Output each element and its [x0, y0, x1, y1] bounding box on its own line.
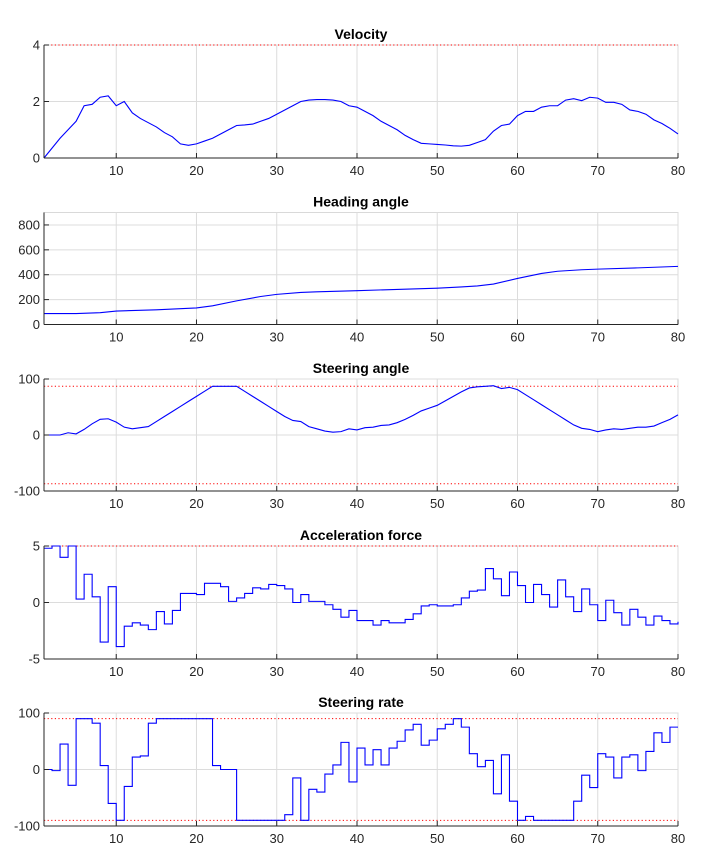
x-tick-label: 30 — [269, 496, 283, 511]
x-tick-label: 50 — [430, 664, 444, 679]
subplot-title: Acceleration force — [300, 527, 422, 543]
y-tick-label: -5 — [28, 652, 40, 667]
x-tick-label: 80 — [671, 163, 685, 178]
x-tick-label: 60 — [510, 330, 524, 345]
y-tick-label: 0 — [33, 317, 40, 332]
x-tick-label: 70 — [591, 496, 605, 511]
subplot-velocity: 10 20 30 40 50 60 70 80 0 2 4 Velocity — [33, 26, 685, 178]
y-tick-label: 100 — [18, 372, 40, 387]
series-line — [44, 545, 679, 648]
x-tick-label: 40 — [350, 831, 364, 846]
x-tick-label: 30 — [269, 330, 283, 345]
subplot-title: Steering rate — [318, 694, 404, 710]
x-tick-label: 20 — [189, 330, 203, 345]
x-tick-label: 20 — [189, 163, 203, 178]
x-tick-label: 60 — [510, 664, 524, 679]
subplot-title: Heading angle — [313, 194, 409, 210]
y-tick-label: 0 — [33, 428, 40, 443]
y-tick-label: 200 — [18, 292, 40, 307]
x-tick-label: 70 — [591, 831, 605, 846]
subplot-title: Steering angle — [313, 360, 410, 376]
subplot-steering-rate: 10 20 30 40 50 60 70 80 -100 0 100 Steering rate — [14, 694, 685, 846]
y-tick-label: 100 — [18, 706, 40, 721]
y-tick-label: 2 — [33, 94, 40, 109]
x-tick-label: 40 — [350, 330, 364, 345]
plot-area — [43, 212, 679, 325]
y-tick-label: 0 — [33, 762, 40, 777]
subplot-title: Velocity — [335, 26, 388, 42]
x-tick-label: 60 — [510, 163, 524, 178]
y-tick-label: 400 — [18, 267, 40, 282]
x-tick-label: 50 — [430, 496, 444, 511]
x-tick-label: 30 — [269, 163, 283, 178]
y-tick-label: 0 — [33, 151, 40, 166]
subplot-acceleration-force: 10 20 30 40 50 60 70 80 -5 0 5 Acceleration force — [28, 527, 685, 679]
x-tick-label: 40 — [350, 496, 364, 511]
x-tick-label: 50 — [430, 831, 444, 846]
y-tick-label: 0 — [33, 595, 40, 610]
x-tick-label: 60 — [510, 831, 524, 846]
x-tick-label: 70 — [591, 330, 605, 345]
x-tick-label: 80 — [671, 831, 685, 846]
x-tick-label: 50 — [430, 330, 444, 345]
x-tick-label: 80 — [671, 330, 685, 345]
y-tick-label: 600 — [18, 242, 40, 257]
series-line — [44, 385, 679, 436]
x-tick-label: 10 — [109, 831, 123, 846]
series-line — [44, 718, 678, 821]
y-tick-label: 800 — [18, 217, 40, 232]
x-tick-label: 40 — [350, 664, 364, 679]
x-tick-label: 70 — [591, 163, 605, 178]
x-tick-label: 20 — [189, 496, 203, 511]
x-tick-label: 70 — [591, 664, 605, 679]
y-tick-label: 4 — [33, 38, 40, 53]
x-tick-label: 80 — [671, 496, 685, 511]
x-tick-label: 40 — [350, 163, 364, 178]
x-tick-label: 30 — [269, 831, 283, 846]
x-tick-label: 10 — [109, 664, 123, 679]
y-tick-label: 5 — [33, 539, 40, 554]
x-tick-label: 80 — [671, 664, 685, 679]
x-tick-label: 10 — [109, 496, 123, 511]
x-tick-label: 60 — [510, 496, 524, 511]
y-tick-label: -100 — [14, 819, 40, 834]
y-tick-label: -100 — [14, 484, 40, 499]
x-tick-label: 20 — [189, 831, 203, 846]
subplot-steering-angle: 10 20 30 40 50 60 70 80 -100 0 100 Steering angle — [14, 360, 685, 511]
series-line — [43, 95, 679, 159]
x-tick-label: 20 — [189, 664, 203, 679]
x-tick-label: 10 — [109, 163, 123, 178]
series-line — [44, 265, 679, 315]
x-tick-label: 30 — [269, 664, 283, 679]
x-tick-label: 50 — [430, 163, 444, 178]
x-tick-label: 10 — [109, 330, 123, 345]
